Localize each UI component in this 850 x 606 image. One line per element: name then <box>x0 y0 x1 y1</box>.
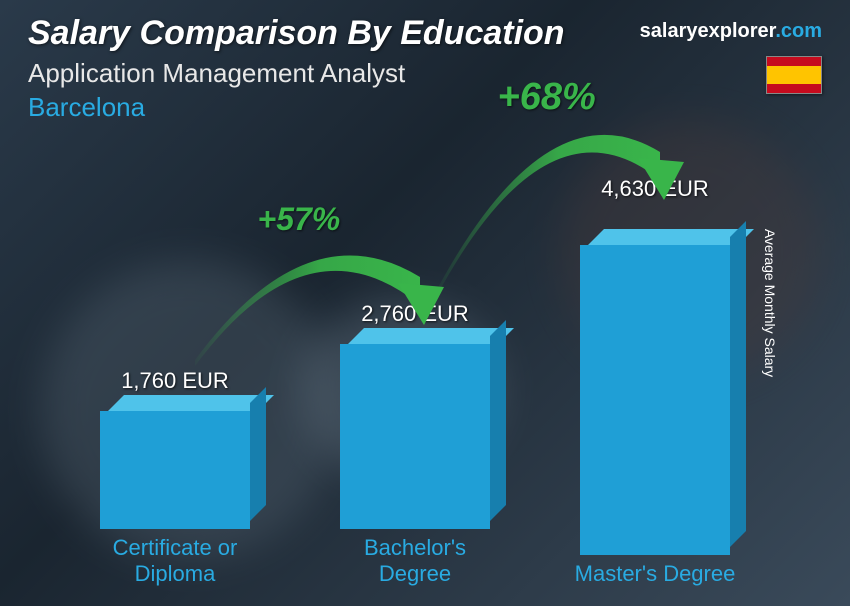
bar-front <box>100 411 250 529</box>
brand-logo: salaryexplorer.com <box>640 20 822 43</box>
flag-stripe-mid <box>767 66 821 84</box>
job-title: Application Management Analyst <box>28 58 405 89</box>
bar-label: Certificate or Diploma <box>90 535 260 586</box>
brand-name: salaryexplorer <box>640 20 776 42</box>
bar-label: Bachelor's Degree <box>330 535 500 586</box>
country-flag-spain <box>766 56 822 94</box>
brand-domain: .com <box>775 20 822 42</box>
flag-stripe-bot <box>767 84 821 93</box>
bar-label: Master's Degree <box>570 561 740 586</box>
flag-stripe-top <box>767 57 821 66</box>
pct-increase: +57% <box>258 201 341 238</box>
bar-group: Certificate or Diploma <box>90 411 260 586</box>
bar-chart: Certificate or Diploma1,760 EURBachelor'… <box>60 116 800 586</box>
bar-side-face <box>730 221 746 547</box>
pct-increase: +68% <box>498 76 596 119</box>
infographic-canvas: Salary Comparison By Education Applicati… <box>0 0 850 606</box>
chart-title: Salary Comparison By Education <box>28 14 565 53</box>
bar <box>100 411 250 529</box>
